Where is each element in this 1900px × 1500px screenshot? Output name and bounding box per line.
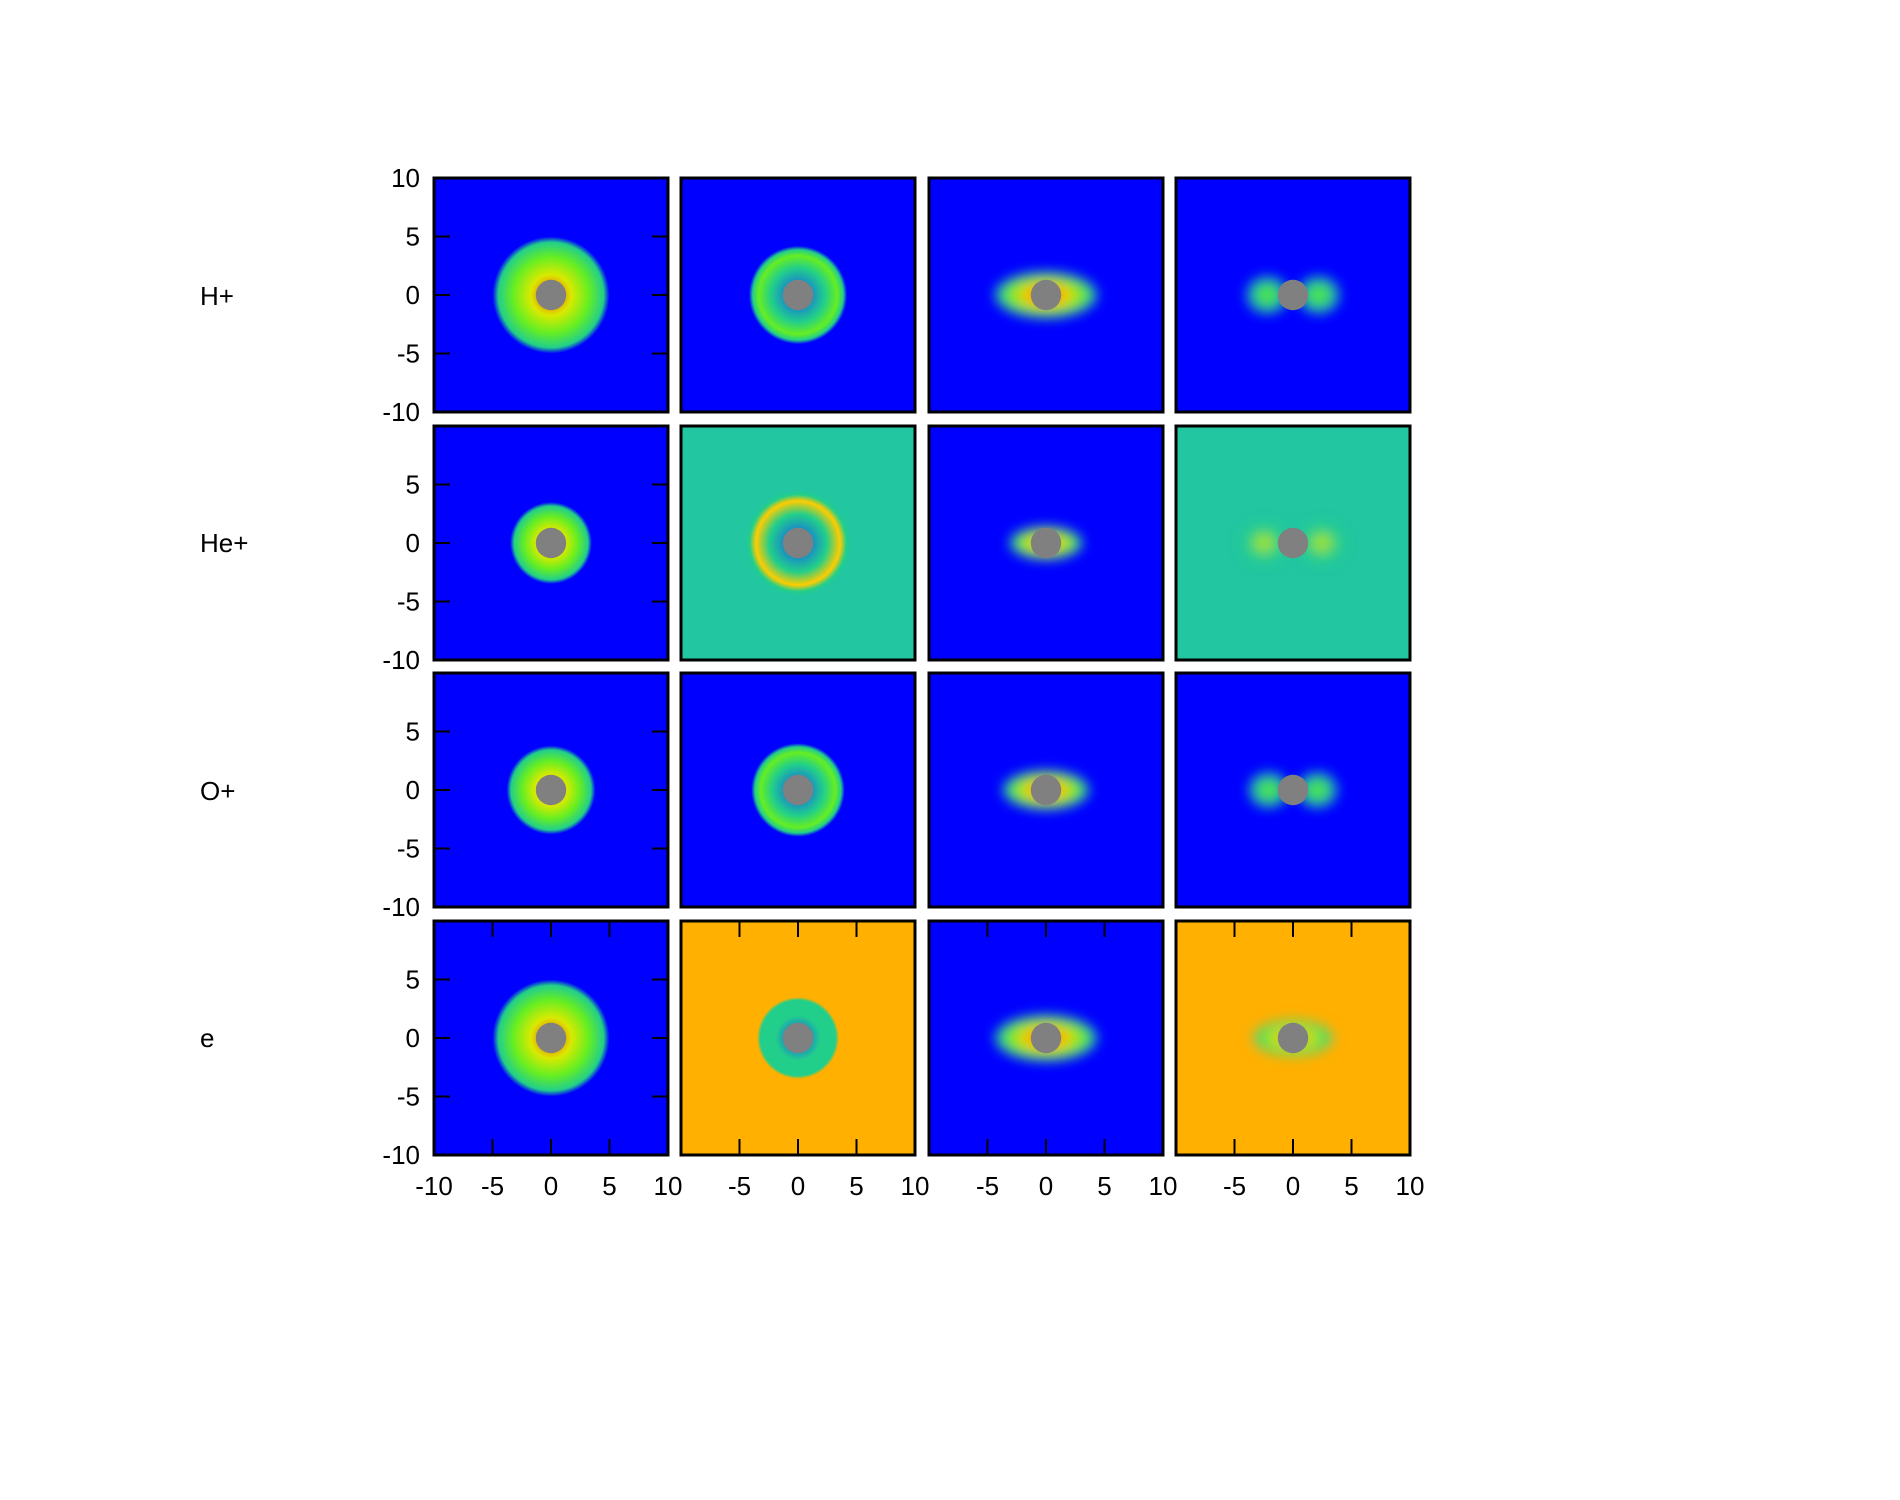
row-label-h-plus: H+ [200,281,234,311]
obstacle-disk [1277,279,1309,311]
x-tick-label: 10 [654,1171,683,1201]
panel-r0-c0 [432,176,670,414]
panel-r2-c2 [927,671,1165,909]
y-tick-labels: 10 5 0 -5 -10 5 0 -5 -10 5 0 -5 -10 5 0 -5 -10 [382,163,420,1170]
y-tick-label: -5 [397,1082,420,1112]
density-lobe-left [1243,273,1291,317]
panel-r1-c3 [1174,424,1412,662]
obstacle-disk [1030,1022,1062,1054]
x-tick-label: 0 [1286,1171,1300,1201]
x-tick-label: 5 [1097,1171,1111,1201]
panel-r2-c0 [432,671,670,909]
x-tick-label: 10 [1149,1171,1178,1201]
x-tick-label: 5 [602,1171,616,1201]
panel-frame [679,176,917,414]
panel-frame [927,671,1165,909]
obstacle-disk [782,527,814,559]
panel-r3-c2 [927,919,1165,1157]
x-tick-label: -5 [1223,1171,1246,1201]
x-tick-label: -5 [976,1171,999,1201]
density-lobe-right [1295,519,1349,567]
panel-r1-c1 [679,424,917,662]
heatmap-panels [432,176,1412,1157]
x-tick-label: 5 [1344,1171,1358,1201]
y-tick-label: 5 [406,965,420,995]
y-tick-label: -5 [397,587,420,617]
panel-frame [1174,424,1412,662]
x-tick-label: -5 [728,1171,751,1201]
obstacle-disk [782,1022,814,1054]
obstacle-disk [535,774,567,806]
y-tick-label: -10 [382,1140,420,1170]
panel-r0-c2 [927,176,1165,414]
panel-r3-c1 [679,919,917,1157]
panel-r3-c0 [432,919,670,1157]
y-tick-label: -5 [397,834,420,864]
obstacle-disk [1277,774,1309,806]
panel-frame [679,671,917,909]
obstacle-disk [1277,1022,1309,1054]
panel-r3-c3 [1174,919,1412,1157]
y-tick-label: 0 [406,1023,420,1053]
row-label-he-plus: He+ [200,528,249,558]
panel-r1-c0 [432,424,670,662]
panel-frame [1174,176,1412,414]
x-tick-label: 0 [1039,1171,1053,1201]
x-tick-label: -10 [415,1171,453,1201]
panel-frame [927,424,1165,662]
x-tick-label: -5 [481,1171,504,1201]
y-tick-label: 5 [406,470,420,500]
density-lobe-right [1295,769,1340,811]
obstacle-disk [535,527,567,559]
panel-r2-c1 [679,671,917,909]
obstacle-disk [1277,527,1309,559]
density-lobe-left [1237,519,1291,567]
y-tick-label: -5 [397,339,420,369]
x-tick-label: 0 [544,1171,558,1201]
obstacle-disk [535,279,567,311]
obstacle-disk [782,279,814,311]
x-tick-label: 0 [791,1171,805,1201]
y-tick-label: 5 [406,222,420,252]
y-tick-label: 0 [406,528,420,558]
obstacle-disk [782,774,814,806]
x-tick-labels: -10 -5 0 5 10 -5 0 5 10 -5 0 5 10 -5 0 5 10 [415,1171,1424,1201]
y-tick-label: 0 [406,775,420,805]
x-tick-label: 10 [901,1171,930,1201]
panel-r2-c3 [1174,671,1412,909]
density-lobe-right [1295,273,1343,317]
y-tick-label: -10 [382,397,420,427]
obstacle-disk [1030,774,1062,806]
x-tick-label: 5 [849,1171,863,1201]
panel-frame [927,176,1165,414]
panel-r0-c1 [679,176,917,414]
row-label-o-plus: O+ [200,776,236,806]
obstacle-disk [535,1022,567,1054]
x-tick-label: 10 [1396,1171,1425,1201]
y-tick-label: -10 [382,892,420,922]
obstacle-disk [1030,279,1062,311]
y-tick-label: -10 [382,645,420,675]
y-tick-label: 5 [406,717,420,747]
y-tick-label: 10 [391,163,420,193]
density-lobe-left [1246,769,1291,811]
row-label-electron: e [200,1023,215,1053]
obstacle-disk [1030,527,1062,559]
panel-r0-c3 [1174,176,1412,414]
y-tick-label: 0 [406,280,420,310]
panel-frame [679,424,917,662]
panel-r1-c2 [927,424,1165,662]
panel-frame [1174,671,1412,909]
